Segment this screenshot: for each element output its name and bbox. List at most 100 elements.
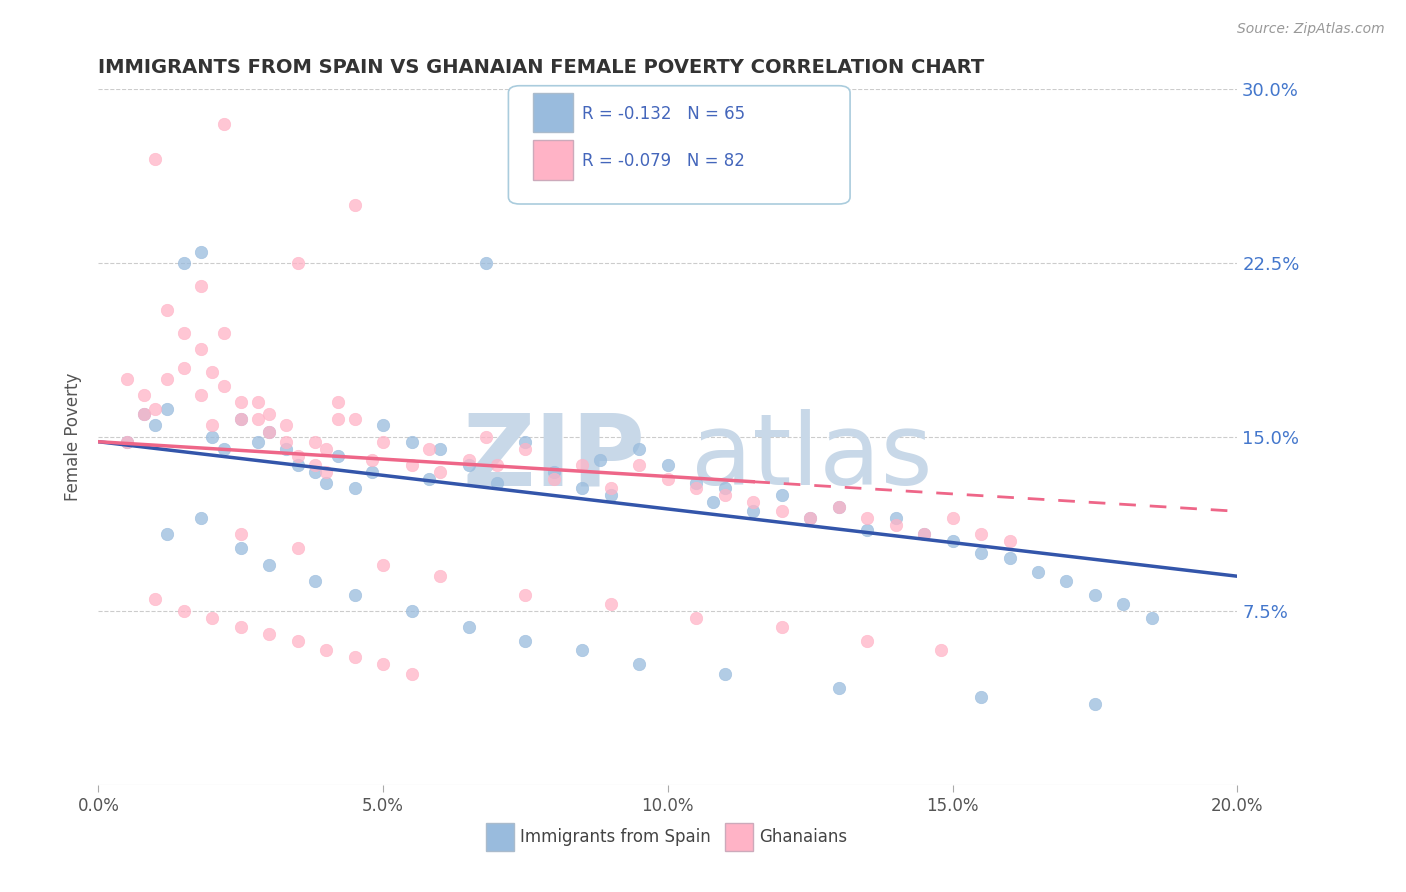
Point — [770, 620, 793, 634]
Point — [474, 256, 496, 270]
Point — [190, 511, 212, 525]
Point — [229, 411, 252, 425]
Point — [929, 643, 952, 657]
Point — [912, 527, 935, 541]
Point — [1084, 697, 1107, 711]
Point — [714, 488, 737, 502]
Point — [212, 442, 235, 456]
Point — [486, 458, 509, 472]
Point — [229, 411, 252, 425]
Point — [742, 504, 765, 518]
Point — [373, 434, 395, 449]
Point — [132, 388, 155, 402]
Point — [588, 453, 610, 467]
Point — [942, 534, 965, 549]
Point — [418, 442, 440, 456]
Point — [173, 326, 195, 340]
Point — [429, 465, 451, 479]
Point — [543, 472, 565, 486]
Point — [343, 198, 366, 212]
Point — [304, 465, 326, 479]
Point — [259, 558, 281, 572]
Point — [229, 527, 252, 541]
Point — [628, 657, 651, 672]
Point — [856, 634, 879, 648]
Point — [373, 657, 395, 672]
Point — [429, 569, 451, 583]
Point — [970, 527, 993, 541]
Point — [304, 458, 326, 472]
Point — [685, 476, 707, 491]
Point — [799, 511, 821, 525]
Point — [912, 527, 935, 541]
Point — [1084, 588, 1107, 602]
Point — [457, 458, 479, 472]
Point — [259, 627, 281, 641]
Point — [714, 666, 737, 681]
Point — [156, 372, 179, 386]
Point — [343, 588, 366, 602]
FancyBboxPatch shape — [509, 86, 851, 204]
Point — [229, 541, 252, 556]
Point — [600, 597, 623, 611]
Point — [259, 407, 281, 421]
Point — [373, 418, 395, 433]
Point — [212, 117, 235, 131]
Point — [884, 511, 907, 525]
Point — [259, 425, 281, 440]
Point — [145, 402, 167, 417]
Point — [190, 279, 212, 293]
Point — [970, 546, 993, 560]
Point — [132, 407, 155, 421]
Point — [315, 643, 337, 657]
Point — [246, 411, 269, 425]
Point — [571, 458, 593, 472]
Point — [828, 500, 851, 514]
Point — [600, 488, 623, 502]
Text: R = -0.132   N = 65: R = -0.132 N = 65 — [582, 105, 745, 123]
Point — [246, 434, 269, 449]
Point — [770, 504, 793, 518]
Point — [970, 690, 993, 704]
Point — [998, 550, 1021, 565]
Point — [190, 388, 212, 402]
Point — [304, 574, 326, 588]
Text: Immigrants from Spain: Immigrants from Spain — [520, 828, 710, 847]
Point — [246, 395, 269, 409]
Point — [474, 430, 496, 444]
FancyBboxPatch shape — [533, 93, 574, 132]
Point — [132, 407, 155, 421]
Point — [173, 360, 195, 375]
Point — [173, 604, 195, 618]
Point — [201, 365, 224, 379]
Point — [326, 395, 349, 409]
Point — [401, 434, 423, 449]
Point — [156, 527, 179, 541]
FancyBboxPatch shape — [725, 823, 754, 851]
Point — [276, 434, 298, 449]
Point — [201, 418, 224, 433]
Point — [742, 495, 765, 509]
Point — [287, 541, 309, 556]
Point — [276, 442, 298, 456]
Point — [315, 476, 337, 491]
Point — [1140, 611, 1163, 625]
Point — [685, 481, 707, 495]
Point — [115, 372, 138, 386]
Point — [515, 588, 537, 602]
Point — [173, 256, 195, 270]
Point — [287, 634, 309, 648]
Point — [571, 481, 593, 495]
Point — [190, 342, 212, 356]
Point — [457, 453, 479, 467]
Point — [156, 302, 179, 317]
Point — [343, 411, 366, 425]
Text: Ghanaians: Ghanaians — [759, 828, 846, 847]
Point — [1056, 574, 1078, 588]
Point — [343, 650, 366, 665]
Point — [145, 418, 167, 433]
Text: R = -0.079   N = 82: R = -0.079 N = 82 — [582, 152, 745, 169]
Point — [287, 256, 309, 270]
Point — [799, 511, 821, 525]
Point — [856, 523, 879, 537]
